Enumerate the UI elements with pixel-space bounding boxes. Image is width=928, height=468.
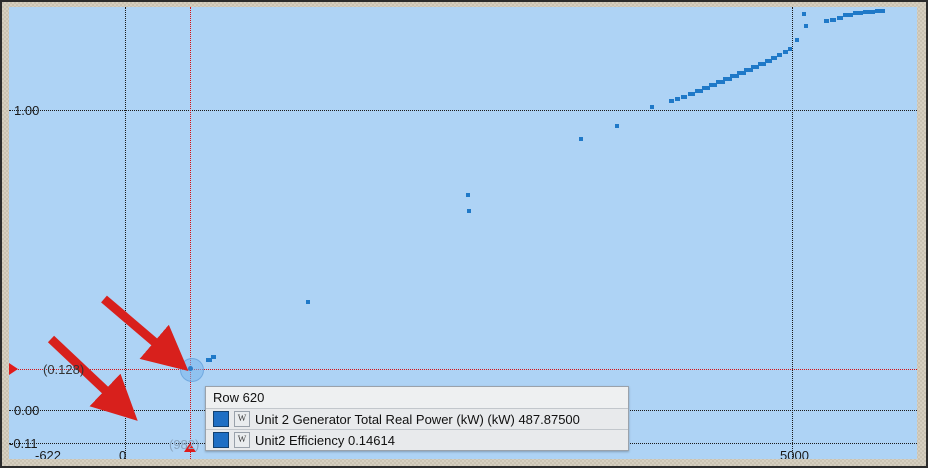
data-point[interactable]	[650, 105, 654, 109]
series-color-swatch-icon	[213, 432, 229, 448]
data-point[interactable]	[695, 89, 703, 93]
data-point[interactable]	[758, 62, 766, 66]
data-point[interactable]	[875, 9, 885, 13]
data-point[interactable]	[211, 355, 216, 359]
data-point[interactable]	[824, 19, 829, 23]
data-point[interactable]	[751, 65, 759, 69]
data-point[interactable]	[783, 50, 788, 54]
data-point[interactable]	[688, 92, 695, 96]
data-point[interactable]	[126, 411, 130, 415]
watt-unit-icon: W	[234, 432, 250, 448]
y-crosshair-annotation: (0.128)	[43, 362, 85, 377]
x-axis-tick-0: 0	[119, 448, 127, 459]
data-point[interactable]	[737, 71, 746, 75]
x-axis-tick-5000: 5000	[780, 448, 809, 459]
data-point[interactable]	[702, 86, 710, 90]
data-point[interactable]	[723, 77, 732, 81]
tooltip-row: W Unit 2 Generator Total Real Power (kW)…	[206, 409, 628, 430]
data-point[interactable]	[709, 83, 717, 87]
y-axis-tick-0: 0.00	[14, 403, 40, 418]
y-axis-tick-1: 1.00	[14, 103, 40, 118]
x-axis-tick-min: -622	[35, 448, 62, 459]
data-point[interactable]	[777, 53, 782, 57]
data-point[interactable]	[467, 209, 471, 213]
data-point[interactable]	[830, 18, 836, 22]
arrow-upper	[101, 295, 189, 372]
data-point[interactable]	[863, 10, 875, 14]
data-point[interactable]	[802, 12, 806, 16]
tooltip-row-label: Unit2 Efficiency 0.14614	[255, 432, 395, 448]
y-axis-tick-min: -0.11	[9, 436, 38, 451]
data-point[interactable]	[788, 47, 792, 51]
x-crosshair-annotation: (982)	[169, 437, 200, 452]
data-point[interactable]	[675, 97, 680, 101]
crosshair-horizontal	[9, 369, 917, 370]
crosshair-vertical	[190, 7, 191, 459]
data-point[interactable]	[669, 99, 674, 103]
selected-point[interactable]	[188, 366, 193, 371]
data-point[interactable]	[765, 59, 772, 63]
gridline-horizontal-y1	[9, 110, 917, 111]
data-point[interactable]	[716, 80, 725, 84]
series-color-swatch-icon	[213, 411, 229, 427]
tooltip-row: W Unit2 Efficiency 0.14614	[206, 430, 628, 450]
data-point[interactable]	[843, 13, 853, 17]
scatter-plot-panel[interactable]: 1.00 0.00 -0.11 -622 0 5000 (0.128) (982…	[9, 7, 917, 459]
gridline-vertical-x5000	[792, 7, 793, 459]
data-point[interactable]	[853, 11, 863, 15]
y-crosshair-marker[interactable]	[9, 363, 18, 375]
data-point[interactable]	[579, 137, 583, 141]
data-point[interactable]	[771, 56, 777, 60]
data-point[interactable]	[804, 24, 808, 28]
tooltip-row-label: Unit 2 Generator Total Real Power (kW) (…	[255, 411, 580, 427]
data-point[interactable]	[306, 300, 310, 304]
data-point[interactable]	[795, 38, 799, 42]
data-point[interactable]	[730, 74, 739, 78]
data-point[interactable]	[615, 124, 619, 128]
data-point[interactable]	[466, 193, 470, 197]
x-crosshair-marker[interactable]	[184, 443, 196, 452]
tooltip-header: Row 620	[206, 387, 628, 409]
datapoint-tooltip: Row 620 W Unit 2 Generator Total Real Po…	[205, 386, 629, 451]
data-point[interactable]	[744, 68, 753, 72]
watt-unit-icon: W	[234, 411, 250, 427]
data-point[interactable]	[681, 95, 687, 99]
data-point[interactable]	[206, 358, 212, 362]
data-point[interactable]	[837, 16, 843, 20]
gridline-vertical-x0	[125, 7, 126, 459]
